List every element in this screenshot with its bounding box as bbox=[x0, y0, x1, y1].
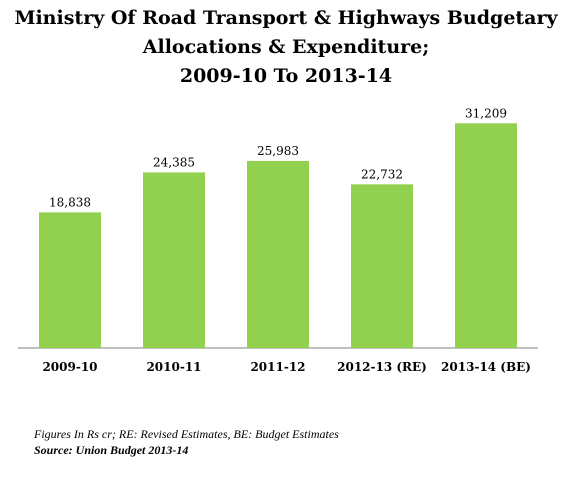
source-note: Source: Union Budget 2013-14 bbox=[34, 443, 189, 457]
bar-value-label-1: 24,385 bbox=[153, 155, 195, 169]
bar-value-label-4: 31,209 bbox=[465, 106, 507, 120]
chart-title-line-3: 2009-10 To 2013-14 bbox=[179, 65, 393, 87]
bar-0 bbox=[39, 212, 101, 348]
chart-title-line-2: Allocations & Expenditure; bbox=[142, 36, 430, 58]
category-label-0: 2009-10 bbox=[42, 360, 97, 374]
chart-title: Ministry Of Road Transport & Highways Bu… bbox=[0, 4, 572, 91]
bar-4 bbox=[455, 123, 517, 348]
category-label-3: 2012-13 (RE) bbox=[337, 360, 427, 374]
category-label-4: 2013-14 (BE) bbox=[441, 360, 531, 374]
chart-footer: Figures In Rs cr; RE: Revised Estimates,… bbox=[34, 426, 339, 458]
category-label-2: 2011-12 bbox=[250, 360, 305, 374]
bar-value-label-2: 25,983 bbox=[257, 144, 299, 158]
category-labels-group: 2009-10 2010-11 2011-12 2012-13 (RE) 2013-14… bbox=[42, 360, 530, 374]
chart-title-line-1: Ministry Of Road Transport & Highways Bu… bbox=[14, 7, 558, 29]
category-label-1: 2010-11 bbox=[146, 360, 201, 374]
value-labels-group: 18,838 24,385 25,983 22,732 31,209 bbox=[49, 106, 507, 209]
bars-group bbox=[39, 123, 517, 348]
bar-value-label-3: 22,732 bbox=[361, 167, 403, 181]
footnote: Figures In Rs cr; RE: Revised Estimates,… bbox=[34, 427, 339, 441]
bar-value-label-0: 18,838 bbox=[49, 195, 91, 209]
bar-3 bbox=[351, 184, 413, 348]
bar-2 bbox=[247, 160, 309, 348]
bar-1 bbox=[143, 172, 205, 348]
